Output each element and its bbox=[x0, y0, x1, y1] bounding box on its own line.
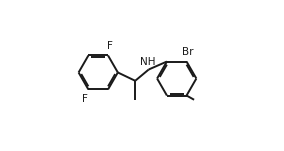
Text: Br: Br bbox=[182, 47, 194, 57]
Text: NH: NH bbox=[140, 57, 156, 67]
Text: F: F bbox=[107, 41, 113, 51]
Text: F: F bbox=[82, 94, 88, 104]
